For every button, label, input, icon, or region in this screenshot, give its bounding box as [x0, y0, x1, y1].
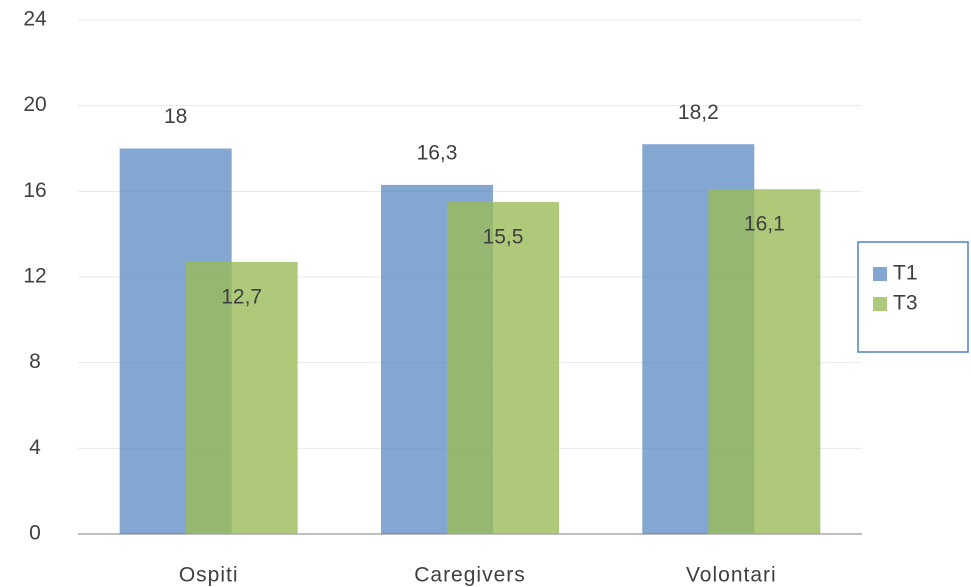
bar — [185, 262, 298, 534]
data-label: 16,3 — [417, 141, 458, 164]
y-tick-label: 20 — [23, 93, 46, 116]
legend-label: T3 — [893, 292, 918, 315]
y-tick-label: 24 — [23, 8, 47, 31]
y-tick-label: 0 — [29, 522, 41, 545]
y-tick-label: 12 — [23, 265, 46, 288]
data-label: 18 — [164, 105, 187, 128]
x-tick-label: Ospiti — [179, 564, 239, 587]
data-label: 16,1 — [744, 213, 785, 236]
y-tick-label: 16 — [23, 179, 46, 202]
data-label: 18,2 — [678, 101, 719, 124]
legend-swatch — [873, 267, 887, 281]
data-label: 12,7 — [221, 286, 262, 309]
y-tick-label: 4 — [29, 436, 41, 459]
data-label: 15,5 — [483, 226, 524, 249]
legend-swatch — [873, 297, 887, 311]
bar — [447, 202, 559, 534]
y-tick-label: 8 — [29, 350, 41, 373]
x-tick-label: Volontari — [686, 564, 777, 587]
legend-label: T1 — [893, 262, 918, 285]
x-tick-label: Caregivers — [414, 564, 526, 587]
bar — [708, 189, 821, 535]
